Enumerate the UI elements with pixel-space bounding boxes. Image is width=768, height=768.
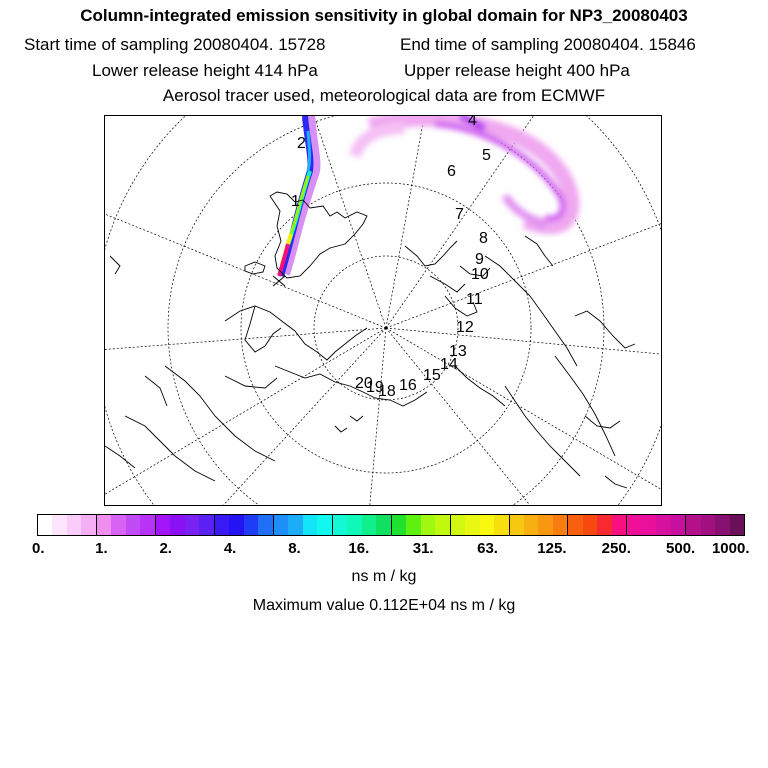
track-label-16: 16 bbox=[399, 377, 417, 394]
upper-release-text: Upper release height 400 hPa bbox=[404, 61, 630, 80]
colorbar-segment bbox=[272, 515, 289, 535]
track-label-2: 2 bbox=[297, 135, 306, 152]
colorbar-segment bbox=[111, 515, 126, 535]
track-label-6: 6 bbox=[447, 163, 456, 180]
colorbar-segment bbox=[52, 515, 67, 535]
track-label-7: 7 bbox=[455, 206, 464, 223]
track-label-12: 12 bbox=[456, 319, 474, 336]
colorbar-tick-label: 63. bbox=[477, 540, 498, 557]
colorbar-segment bbox=[302, 515, 318, 535]
track-label-1: 1 bbox=[291, 193, 300, 210]
colorbar-segment bbox=[626, 515, 642, 535]
colorbar-segment bbox=[66, 515, 82, 535]
release-point-marker bbox=[272, 275, 286, 287]
colorbar-segment bbox=[465, 515, 480, 535]
colorbar-segment bbox=[494, 515, 509, 535]
colorbar-segment bbox=[435, 515, 450, 535]
colorbar-segment bbox=[597, 515, 612, 535]
colorbar-segment bbox=[140, 515, 155, 535]
lower-release-text: Lower release height 414 hPa bbox=[92, 61, 318, 80]
colorbar-tick-label: 4. bbox=[223, 540, 237, 557]
colorbar-segment bbox=[508, 515, 524, 535]
colorbar-segment bbox=[81, 515, 96, 535]
units-label: ns m / kg bbox=[351, 568, 417, 585]
colorbar-segment bbox=[184, 515, 200, 535]
colorbar-segment bbox=[95, 515, 112, 535]
colorbar-segment bbox=[406, 515, 421, 535]
colorbar-segment bbox=[125, 515, 141, 535]
colorbar-segment bbox=[390, 515, 407, 535]
colorbar-segment bbox=[154, 515, 171, 535]
coastlines bbox=[105, 191, 636, 489]
track-label-5: 5 bbox=[482, 147, 491, 164]
sensitivity-plume-east bbox=[349, 116, 580, 235]
track-label-4: 4 bbox=[468, 116, 477, 129]
colorbar-segment bbox=[361, 515, 377, 535]
polar-map: 1 2 4 5 6 7 8 9 10 11 12 13 14 15 16 18 … bbox=[105, 116, 661, 505]
colorbar-tick-label: 1000. bbox=[711, 540, 750, 557]
colorbar-tick-label: 0. bbox=[31, 540, 45, 557]
sensitivity-plume-west bbox=[277, 116, 321, 277]
start-sampling-text: Start time of sampling 20080404. 15728 bbox=[24, 35, 326, 54]
colorbar-segment bbox=[700, 515, 716, 535]
colorbar-tick-label: 31. bbox=[412, 540, 434, 557]
colorbar-segment bbox=[317, 515, 332, 535]
colorbar-segment bbox=[347, 515, 362, 535]
colorbar-segment bbox=[552, 515, 568, 535]
colorbar-tick-label: 500. bbox=[666, 540, 696, 557]
colorbar-segment bbox=[670, 515, 686, 535]
tracer-info-text: Aerosol tracer used, meteorological data… bbox=[162, 86, 606, 105]
colorbar-segment bbox=[199, 515, 214, 535]
colorbar-segment bbox=[479, 515, 495, 535]
track-label-20: 20 bbox=[355, 375, 373, 392]
track-label-13: 13 bbox=[449, 343, 467, 360]
colorbar-segment bbox=[243, 515, 259, 535]
colorbar-segment bbox=[331, 515, 348, 535]
colorbar-segment bbox=[641, 515, 657, 535]
colorbar-segment bbox=[656, 515, 671, 535]
colorbar-segment bbox=[288, 515, 303, 535]
colorbar-segment bbox=[567, 515, 583, 535]
end-sampling-text: End time of sampling 20080404. 15846 bbox=[400, 35, 696, 54]
colorbar-segment bbox=[213, 515, 230, 535]
colorbar-segment bbox=[582, 515, 598, 535]
track-label-9: 9 bbox=[475, 251, 484, 268]
colorbar-segment bbox=[38, 515, 53, 535]
track-label-11: 11 bbox=[466, 291, 483, 308]
track-label-10: 10 bbox=[471, 266, 489, 283]
colorbar bbox=[37, 514, 745, 536]
colorbar-segment bbox=[523, 515, 539, 535]
colorbar-segment bbox=[685, 515, 701, 535]
track-label-18: 18 bbox=[378, 383, 396, 400]
colorbar-tick-label: 1. bbox=[95, 540, 108, 557]
map-panel: 1 2 4 5 6 7 8 9 10 11 12 13 14 15 16 18 … bbox=[104, 115, 662, 506]
colorbar-tick-label: 8. bbox=[288, 540, 301, 557]
colorbar-segment bbox=[715, 515, 730, 535]
colorbar-segment bbox=[170, 515, 185, 535]
track-label-19: 19 bbox=[366, 379, 384, 396]
colorbar-segment bbox=[611, 515, 627, 535]
colorbar-tick-label: 250. bbox=[601, 540, 631, 557]
colorbar-segment bbox=[229, 515, 244, 535]
colorbar-segment bbox=[729, 515, 745, 535]
track-label-14: 14 bbox=[440, 356, 458, 373]
track-label-15: 15 bbox=[423, 367, 441, 384]
colorbar-segment bbox=[258, 515, 273, 535]
colorbar-tick-label: 125. bbox=[537, 540, 567, 557]
colorbar-segment bbox=[420, 515, 436, 535]
colorbar-segment bbox=[449, 515, 466, 535]
colorbar-segment bbox=[538, 515, 553, 535]
colorbar-segment bbox=[376, 515, 391, 535]
graticule bbox=[105, 116, 661, 505]
track-label-8: 8 bbox=[479, 230, 488, 247]
map-title: Column-integrated emission sensitivity i… bbox=[80, 6, 688, 25]
track-labels: 1 2 4 5 6 7 8 9 10 11 12 13 14 15 16 18 … bbox=[291, 116, 491, 400]
colorbar-tick-label: 16. bbox=[348, 540, 370, 557]
max-value-label: Maximum value 0.112E+04 ns m / kg bbox=[252, 597, 516, 614]
colorbar-tick-label: 2. bbox=[159, 540, 172, 557]
